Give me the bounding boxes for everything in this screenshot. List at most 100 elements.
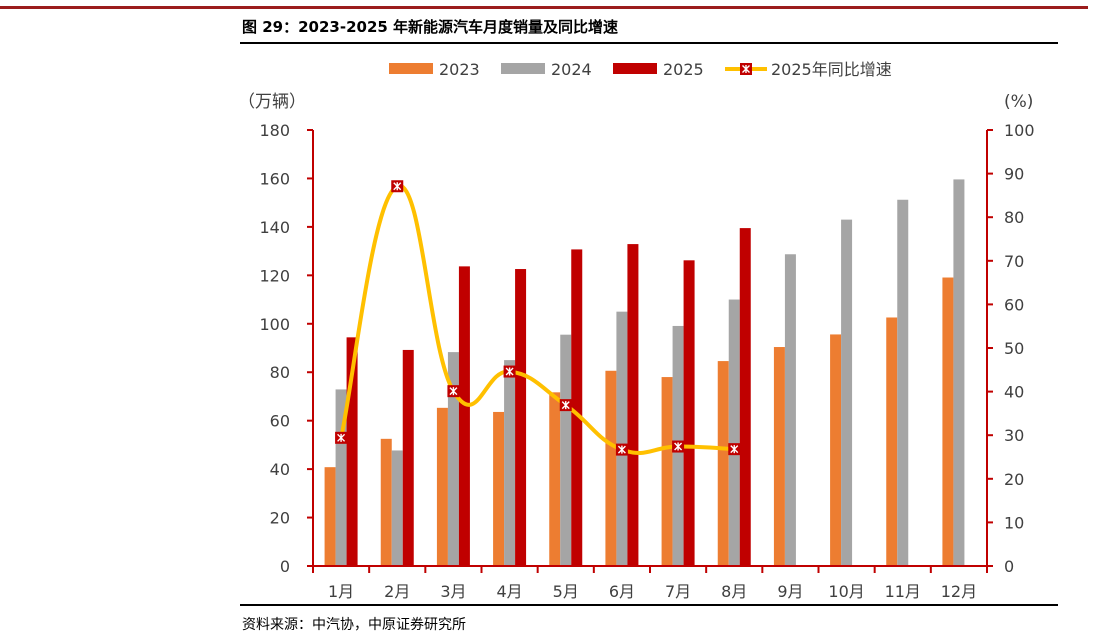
legend-label-2025: 2025 [663, 60, 704, 79]
bars [324, 179, 965, 565]
title-rule [240, 42, 1058, 44]
x-tick-label: 1月 [328, 582, 354, 601]
top-rule [0, 6, 1088, 9]
bar-2025 [739, 228, 751, 565]
x-tick-labels: 1月 2月 3月 4月 5月 6月 7月 8月 9月 10月 11月 12月 [328, 582, 977, 601]
bar-2024 [953, 179, 965, 565]
y-right-tick-label: 90 [1004, 165, 1024, 184]
y-right-tick-label: 60 [1004, 295, 1024, 314]
marker-cross [742, 65, 750, 73]
bar-2024 [504, 360, 516, 565]
bar-2024 [447, 352, 459, 565]
bottom-rule [240, 604, 1058, 606]
marker-cross [674, 442, 683, 451]
marker-cross [617, 445, 626, 454]
y-axis-left-label: （万辆） [238, 92, 306, 112]
x-tick-label: 3月 [440, 582, 466, 601]
bar-2025 [458, 266, 470, 565]
y-left-tick-label: 20 [270, 509, 290, 528]
growth-point [615, 443, 628, 456]
x-tick-label: 12月 [941, 582, 977, 601]
y-right-tick-label: 10 [1004, 513, 1024, 532]
legend-swatch-2024 [501, 63, 545, 74]
y-left-tick-label: 40 [270, 460, 290, 479]
bar-2024 [391, 450, 403, 565]
y-right-tick-label: 0 [1004, 557, 1014, 576]
bar-2025 [346, 337, 358, 565]
legend-swatch-2023 [389, 63, 433, 74]
bar-2024 [560, 334, 572, 565]
bar-2023 [942, 277, 954, 565]
x-tick-label: 4月 [496, 582, 522, 601]
marker-cross [505, 367, 514, 376]
growth-point [447, 385, 460, 398]
bar-2025 [683, 260, 695, 565]
marker-cross [449, 387, 458, 396]
growth-point [728, 443, 741, 456]
bar-2023 [886, 317, 898, 565]
bar-2024 [897, 199, 909, 565]
bar-2024 [335, 389, 347, 565]
x-tick-label: 2月 [384, 582, 410, 601]
y-left-tick-label: 140 [259, 218, 290, 237]
x-tick-label: 10月 [828, 582, 864, 601]
growth-line [335, 180, 741, 456]
bar-2023 [324, 467, 336, 565]
axes: 0 20 40 60 80 100 120 140 160 180 0 10 20 30 40 50 60 70 8… [259, 121, 1034, 576]
bar-2025 [627, 244, 639, 565]
bar-2023 [830, 334, 842, 565]
marker-cross [561, 401, 570, 410]
y-left-tick-label: 100 [259, 315, 290, 334]
legend-label-growth: 2025年同比增速 [771, 60, 892, 79]
growth-point [559, 399, 572, 412]
bar-2025 [402, 349, 414, 565]
bar-2023 [717, 361, 729, 565]
growth-point [335, 431, 348, 444]
y-left-tick-label: 120 [259, 266, 290, 285]
bar-2024 [616, 311, 628, 565]
y-right-tick-label: 50 [1004, 339, 1024, 358]
marker-cross [730, 445, 739, 454]
x-tick-label: 6月 [609, 582, 635, 601]
x-tick-label: 11月 [885, 582, 921, 601]
legend-swatch-2025 [613, 63, 657, 74]
y-axis-right-label: (%) [1004, 92, 1033, 112]
y-left-tick-label: 60 [270, 412, 290, 431]
x-tick-label: 7月 [665, 582, 691, 601]
bar-2024 [728, 299, 740, 565]
y-right-tick-label: 100 [1004, 121, 1035, 140]
growth-point [672, 440, 685, 453]
y-left-tick-label: 0 [280, 557, 290, 576]
growth-point [391, 180, 404, 193]
y-right-tick-label: 30 [1004, 426, 1024, 445]
x-tick-label: 9月 [777, 582, 803, 601]
bar-2023 [605, 370, 617, 565]
growth-line-path [339, 184, 737, 455]
bar-2025 [571, 249, 583, 565]
y-left-tick-label: 80 [270, 363, 290, 382]
y-left-tick-label: 160 [259, 169, 290, 188]
y-right-tick-label: 80 [1004, 208, 1024, 227]
bar-2023 [773, 347, 785, 565]
bar-2023 [436, 407, 448, 565]
legend-label-2023: 2023 [439, 60, 480, 79]
bar-2023 [661, 377, 673, 565]
source-note: 资料来源：中汽协，中原证券研究所 [242, 617, 466, 633]
growth-point [503, 365, 516, 378]
marker-cross [337, 433, 346, 442]
legend: 2023 2024 2025 2025年同比增速 [389, 60, 892, 79]
y-right-tick-label: 40 [1004, 383, 1024, 402]
figure-title: 图 29：2023-2025 年新能源汽车月度销量及同比增速 [242, 18, 619, 36]
bar-2025 [515, 269, 527, 565]
x-tick-label: 8月 [721, 582, 747, 601]
bar-2024 [841, 219, 853, 565]
x-tick-label: 5月 [553, 582, 579, 601]
marker-cross [393, 182, 402, 191]
bar-2023 [549, 392, 561, 565]
bar-2023 [380, 438, 392, 565]
legend-marker [740, 63, 752, 75]
bar-2024 [784, 254, 796, 565]
y-right-tick-label: 20 [1004, 470, 1024, 489]
y-left-tick-label: 180 [259, 121, 290, 140]
